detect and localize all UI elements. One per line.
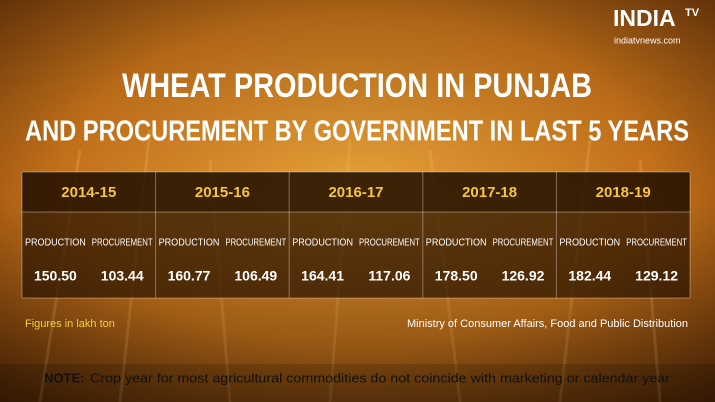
table: 2014-15 PRODUCTION 150.50 PROCUREMENT 103.44… [21, 171, 691, 299]
note-label: NOTE: [44, 370, 84, 385]
column-header: PRODUCTION [426, 238, 487, 249]
title-line2: AND PROCUREMENT BY GOVERNMENT IN LAST 5 … [25, 116, 689, 148]
year-header: 2015-16 [195, 184, 250, 201]
cell-value: 126.92 [502, 268, 545, 284]
column-header: PRODUCTION [292, 238, 353, 249]
note-text: Crop year for most agricultural commodit… [90, 370, 671, 385]
cell-value: 182.44 [568, 268, 611, 284]
year-header: 2014-15 [61, 184, 116, 201]
title-line1: WHEAT PRODUCTION IN PUNJAB [122, 67, 592, 105]
table-header-background [22, 172, 690, 212]
logo-superscript: TV [685, 7, 700, 19]
source: Ministry of Consumer Affairs, Food and P… [407, 318, 688, 330]
logo-url: indiatvnews.com [614, 35, 681, 45]
column-header: PRODUCTION [159, 238, 220, 249]
column-header: PROCUREMENT [225, 238, 286, 249]
cell-value: 150.50 [34, 268, 77, 284]
cell-value: 164.41 [301, 268, 344, 284]
cell-value: 103.44 [101, 268, 144, 284]
cell-value: 160.77 [168, 268, 211, 284]
column-header: PROCUREMENT [626, 238, 687, 249]
column-header: PRODUCTION [25, 238, 86, 249]
year-header: 2017-18 [462, 184, 517, 201]
column-header: PROCUREMENT [359, 238, 420, 249]
cell-value: 129.12 [635, 268, 678, 284]
year-header: 2016-17 [328, 184, 383, 201]
cell-value: 178.50 [435, 268, 478, 284]
logo-brand: INDIA [613, 5, 676, 31]
column-header: PRODUCTION [559, 238, 620, 249]
cell-value: 106.49 [234, 268, 277, 284]
year-header: 2018-19 [596, 184, 651, 201]
column-header: PROCUREMENT [493, 238, 554, 249]
units-note: Figures in lakh ton [25, 318, 115, 330]
note-band [0, 364, 715, 402]
column-header: PROCUREMENT [92, 238, 153, 249]
cell-value: 117.06 [368, 268, 410, 284]
